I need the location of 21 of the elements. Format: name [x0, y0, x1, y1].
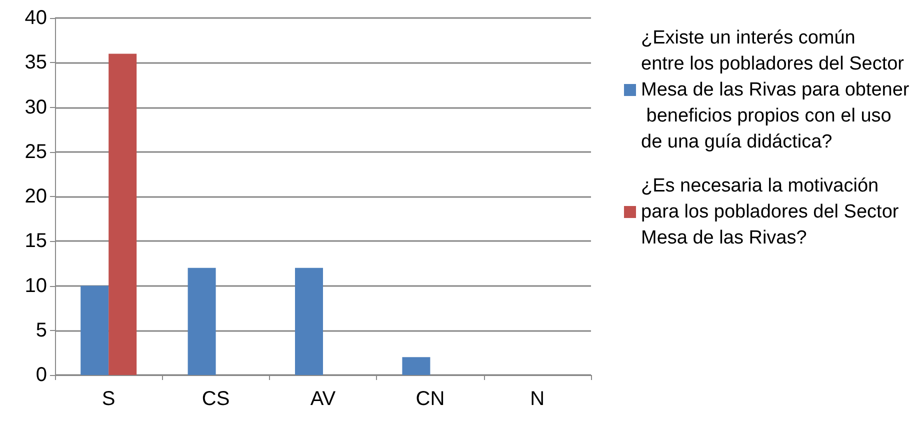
y-tick-label: 5	[36, 319, 47, 342]
y-tick-label: 20	[24, 186, 47, 208]
legend-label: ¿Es necesaria la motivación para los pobladores del Sector Mesa de las Rivas?	[641, 176, 904, 248]
bar	[402, 357, 430, 375]
x-tick-label: CS	[202, 388, 230, 410]
bar	[80, 286, 109, 375]
y-tick-label: 15	[24, 230, 47, 252]
bar	[108, 54, 137, 375]
y-tick-label: 10	[24, 274, 47, 297]
y-tick-label: 40	[24, 7, 47, 29]
y-tick-label: 0	[36, 364, 47, 386]
y-tick-label: 35	[24, 52, 47, 74]
y-tick-label: 30	[24, 96, 47, 118]
legend-label: ¿Existe un interés común entre los pobladores del Sector Mesa de las Rivas para obtener beneficios propios con el uso de una guía didáctica?	[641, 28, 910, 152]
y-tick-label: 25	[24, 140, 47, 163]
x-tick-label: CN	[416, 388, 445, 410]
x-tick-label: S	[102, 388, 116, 410]
x-tick-label: AV	[310, 388, 336, 410]
bar	[295, 268, 323, 375]
x-tick-label: N	[530, 388, 545, 410]
bar	[188, 268, 216, 375]
